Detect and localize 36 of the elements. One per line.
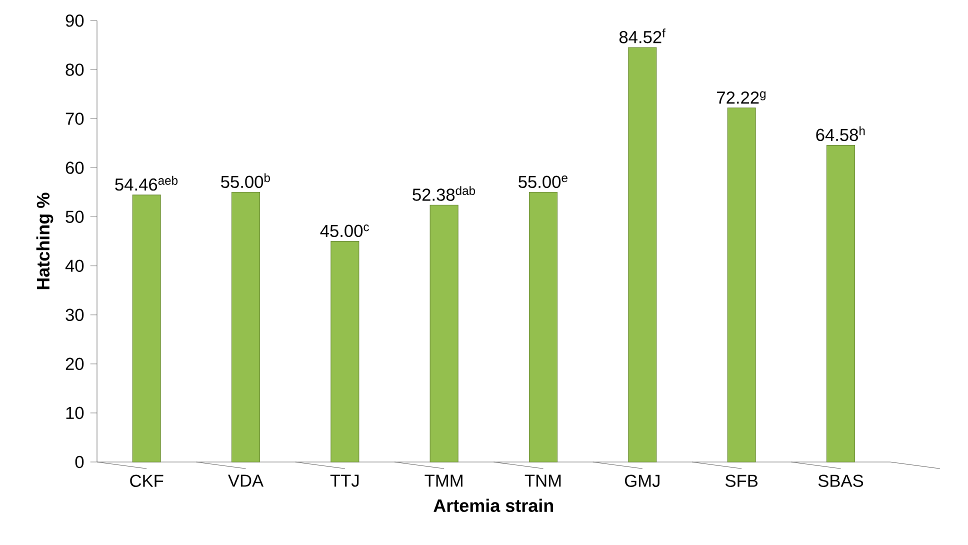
y-tick-label: 0 xyxy=(75,456,84,468)
y-tick-label: 20 xyxy=(66,358,84,370)
data-label: 55.00$^{e}$ xyxy=(518,176,568,188)
x-tick-label: SFB xyxy=(726,474,758,487)
x-tick-label: CKF xyxy=(130,474,164,487)
x-tick-label: TNM xyxy=(524,474,561,487)
data-label: 52.38$^{dab}$ xyxy=(412,186,476,201)
bar xyxy=(628,47,657,462)
y-axis-title: Hatching % xyxy=(36,192,54,290)
x-tick-label: TTJ xyxy=(330,474,359,487)
bar xyxy=(826,145,856,462)
data-label: 55.00$^{b}$ xyxy=(221,173,270,188)
data-label: 45.00$^{c}$ xyxy=(320,224,369,238)
bar xyxy=(330,241,360,462)
y-tick-label: 10 xyxy=(66,406,84,420)
x-tick-label: VDA xyxy=(228,474,264,487)
bar xyxy=(132,194,161,462)
bar xyxy=(528,192,558,462)
y-tick-label: 60 xyxy=(66,162,84,174)
y-tick-label: 80 xyxy=(66,64,84,76)
data-label: 72.22$^{g}$ xyxy=(717,91,766,104)
x-tick-label: TMM xyxy=(424,474,462,487)
data-label: 64.58$^{h}$ xyxy=(816,126,865,142)
bar xyxy=(727,108,756,462)
bar xyxy=(231,192,260,462)
y-tick-label: 70 xyxy=(66,112,84,125)
data-label: 54.46$^{aeb}$ xyxy=(115,176,178,191)
x-tick-label: GMJ xyxy=(625,474,660,487)
data-label: 84.52$^{f}$ xyxy=(619,28,666,44)
y-tick-label: 90 xyxy=(66,14,84,27)
y-tick-label: 40 xyxy=(65,260,84,272)
x-tick-label: SBAS xyxy=(818,474,864,487)
y-tick-label: 30 xyxy=(66,308,84,322)
bar xyxy=(430,204,458,462)
y-tick-label: 50 xyxy=(66,210,84,223)
x-axis-title: Artemia strain xyxy=(434,498,554,512)
